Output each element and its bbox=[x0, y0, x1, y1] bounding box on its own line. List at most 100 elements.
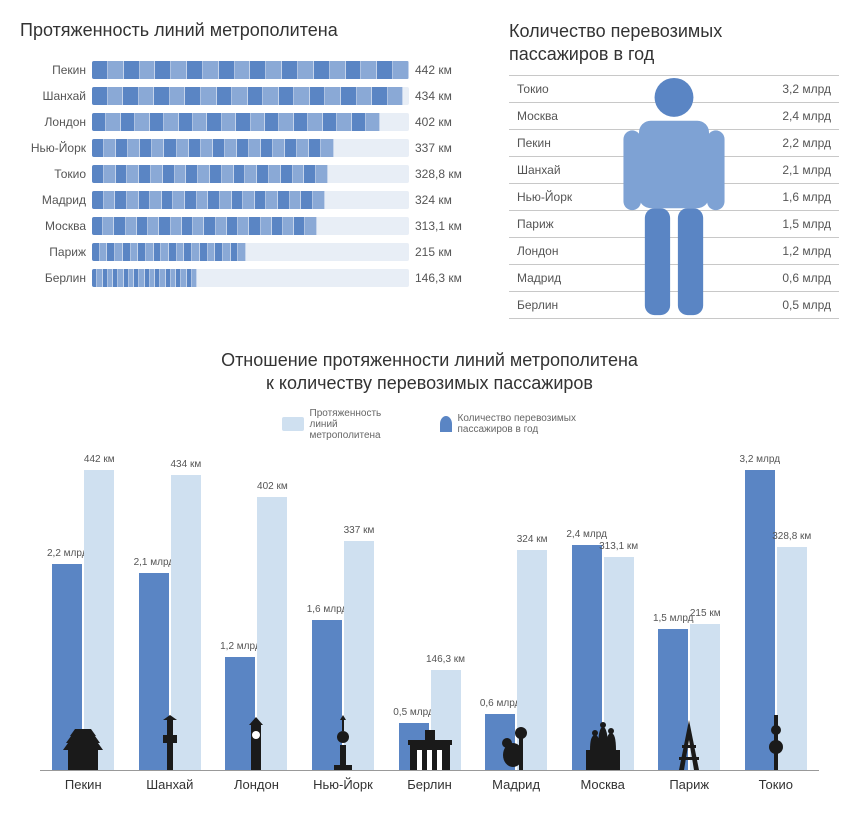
bottom-title-line2: к количеству перевозимых пассажиров bbox=[266, 373, 593, 393]
bottom-title: Отношение протяженности линий метрополит… bbox=[30, 349, 829, 396]
pax-bar: 3,2 млрд bbox=[745, 470, 775, 770]
pax-bar-label: 0,5 млрд bbox=[393, 707, 434, 718]
km-bar: 328,8 км bbox=[777, 547, 807, 770]
km-bar-label: 313,1 км bbox=[599, 541, 638, 552]
pax-city: Шанхай bbox=[517, 163, 561, 177]
pax-bar-label: 2,2 млрд bbox=[47, 548, 88, 559]
city-label: Токио bbox=[733, 777, 820, 792]
city-label: Шанхай bbox=[127, 777, 214, 792]
length-city-label: Париж bbox=[20, 245, 92, 259]
km-bar: 402 км bbox=[257, 497, 287, 770]
pax-title: Количество перевозимых пассажиров в год bbox=[509, 20, 839, 65]
length-bar-fill bbox=[92, 165, 328, 183]
pax-value: 1,5 млрд bbox=[782, 217, 831, 231]
city-group: 1,6 млрд337 км bbox=[300, 470, 387, 770]
length-bar-track bbox=[92, 243, 409, 261]
bottom-title-line1: Отношение протяженности линий метрополит… bbox=[221, 350, 638, 370]
length-city-label: Мадрид bbox=[20, 193, 92, 207]
length-bar-fill bbox=[92, 217, 317, 235]
length-value: 328,8 км bbox=[409, 167, 469, 181]
length-value: 402 км bbox=[409, 115, 469, 129]
length-bar-track bbox=[92, 269, 409, 287]
pax-bar-label: 1,2 млрд bbox=[220, 641, 261, 652]
pax-title-line1: Количество перевозимых bbox=[509, 21, 722, 41]
length-bar-track bbox=[92, 139, 409, 157]
length-bar-fill bbox=[92, 87, 403, 105]
human-icon bbox=[440, 416, 452, 432]
km-bar: 434 км bbox=[171, 475, 201, 770]
legend-length-label: Протяженность линий метрополитена bbox=[310, 408, 410, 441]
pax-value: 0,6 млрд bbox=[782, 271, 831, 285]
length-city-label: Лондон bbox=[20, 115, 92, 129]
length-row: Пекин442 км bbox=[20, 59, 469, 81]
pax-bar: 2,1 млрд bbox=[139, 573, 169, 770]
city-label: Пекин bbox=[40, 777, 127, 792]
km-bar-label: 215 км bbox=[690, 608, 721, 619]
legend-pax-label: Количество перевозимых пассажиров в год bbox=[458, 413, 578, 435]
city-group: 1,5 млрд215 км bbox=[646, 470, 733, 770]
city-group: 3,2 млрд328,8 км bbox=[733, 470, 820, 770]
city-label: Москва bbox=[559, 777, 646, 792]
pax-bar: 2,4 млрд bbox=[572, 545, 602, 770]
legend-length: Протяженность линий метрополитена bbox=[282, 408, 410, 441]
length-value: 215 км bbox=[409, 245, 469, 259]
city-group: 2,1 млрд434 км bbox=[127, 470, 214, 770]
length-row: Шанхай434 км bbox=[20, 85, 469, 107]
city-label: Берлин bbox=[386, 777, 473, 792]
pax-bar-label: 1,5 млрд bbox=[653, 613, 694, 624]
pax-value: 1,2 млрд bbox=[782, 244, 831, 258]
pax-value: 0,5 млрд bbox=[782, 298, 831, 312]
length-bar-track bbox=[92, 191, 409, 209]
pax-bar-label: 2,4 млрд bbox=[566, 529, 607, 540]
km-bar-label: 434 км bbox=[170, 459, 201, 470]
pax-city: Лондон bbox=[517, 244, 558, 258]
length-bar-track bbox=[92, 217, 409, 235]
length-row: Париж 215 км bbox=[20, 241, 469, 263]
pax-value: 3,2 млрд bbox=[782, 82, 831, 96]
km-bar-label: 337 км bbox=[344, 525, 375, 536]
pax-city: Нью-Йорк bbox=[517, 190, 572, 204]
length-bar-fill bbox=[92, 61, 409, 79]
length-city-label: Пекин bbox=[20, 63, 92, 77]
pax-row: Мадрид 0,6 млрд bbox=[509, 265, 839, 292]
pax-value: 2,4 млрд bbox=[782, 109, 831, 123]
km-bar-label: 146,3 км bbox=[426, 654, 465, 665]
city-label: Мадрид bbox=[473, 777, 560, 792]
length-city-label: Шанхай bbox=[20, 89, 92, 103]
city-group: 2,2 млрд442 км bbox=[40, 470, 127, 770]
pax-bar: 1,2 млрд bbox=[225, 657, 255, 770]
km-bar: 146,3 км bbox=[431, 670, 461, 769]
length-bar-track bbox=[92, 61, 409, 79]
pax-city: Париж bbox=[517, 217, 554, 231]
pax-row: Шанхай 2,1 млрд bbox=[509, 157, 839, 184]
pax-row: Париж 1,5 млрд bbox=[509, 211, 839, 238]
km-bar-label: 402 км bbox=[257, 481, 288, 492]
chart-area: 2,2 млрд442 км2,1 млрд434 км1,2 млрд402 … bbox=[40, 451, 819, 771]
length-row: Москва313,1 км bbox=[20, 215, 469, 237]
pax-value: 1,6 млрд bbox=[782, 190, 831, 204]
legend-pax: Количество перевозимых пассажиров в год bbox=[440, 408, 578, 441]
length-city-label: Берлин bbox=[20, 271, 92, 285]
length-row: Лондон 402 км bbox=[20, 111, 469, 133]
pax-row: Москва2,4 млрд bbox=[509, 103, 839, 130]
train-icon bbox=[282, 417, 304, 431]
pax-bar: 0,5 млрд bbox=[399, 723, 429, 770]
city-group: 1,2 млрд402 км bbox=[213, 470, 300, 770]
pax-bar: 2,2 млрд bbox=[52, 564, 82, 770]
pax-bar: 0,6 млрд bbox=[485, 714, 515, 770]
pax-city: Пекин bbox=[517, 136, 551, 150]
length-bar-track bbox=[92, 165, 409, 183]
pax-city: Берлин bbox=[517, 298, 558, 312]
pax-city: Токио bbox=[517, 82, 549, 96]
km-bar-label: 442 км bbox=[84, 454, 115, 465]
pax-bar-label: 3,2 млрд bbox=[740, 454, 781, 465]
city-label: Париж bbox=[646, 777, 733, 792]
pax-value: 2,1 млрд bbox=[782, 163, 831, 177]
length-city-label: Москва bbox=[20, 219, 92, 233]
city-group: 2,4 млрд313,1 км bbox=[559, 470, 646, 770]
city-label: Лондон bbox=[213, 777, 300, 792]
length-row: Мадрид324 км bbox=[20, 189, 469, 211]
pax-city: Мадрид bbox=[517, 271, 561, 285]
km-bar: 337 км bbox=[344, 541, 374, 770]
length-bar-fill bbox=[92, 243, 246, 261]
